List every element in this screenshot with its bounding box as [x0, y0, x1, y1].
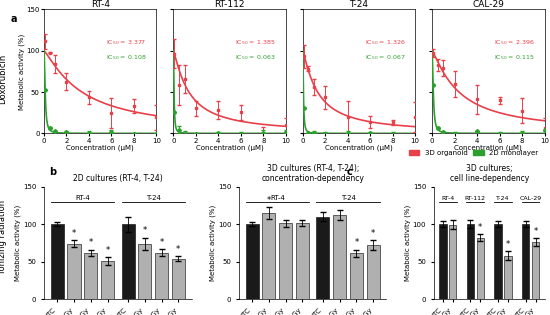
Text: RT-4: RT-4 [270, 195, 285, 201]
Bar [262, 213, 276, 299]
Bar [494, 224, 502, 299]
Bar [316, 217, 329, 299]
Bar [68, 244, 80, 299]
Bar [532, 242, 539, 299]
Text: *: * [267, 196, 271, 205]
Text: *: * [176, 245, 180, 254]
Text: Doxorubicin: Doxorubicin [0, 54, 7, 104]
Bar [350, 254, 363, 299]
X-axis label: Concentration (μM): Concentration (μM) [325, 145, 393, 152]
Text: *: * [142, 226, 147, 235]
Text: RT-4: RT-4 [75, 195, 90, 201]
Text: IC$_{50}$ = 2.396: IC$_{50}$ = 2.396 [494, 38, 535, 47]
Text: *: * [371, 229, 376, 238]
Bar [101, 261, 114, 299]
X-axis label: Concentration (μM): Concentration (μM) [454, 145, 522, 152]
Text: *: * [72, 229, 76, 238]
Title: CAL-29: CAL-29 [472, 0, 504, 9]
Text: T-24: T-24 [146, 195, 161, 201]
Text: *: * [354, 238, 359, 247]
Bar [367, 245, 380, 299]
Y-axis label: Metabolic activity (%): Metabolic activity (%) [15, 205, 21, 281]
X-axis label: Concentration (μM): Concentration (μM) [67, 145, 134, 152]
Bar [246, 224, 258, 299]
Text: IC$_{50}$ = 0.108: IC$_{50}$ = 0.108 [106, 53, 146, 62]
X-axis label: Concentration (μM): Concentration (μM) [196, 145, 263, 152]
Text: *: * [106, 246, 109, 255]
Text: b: b [50, 167, 57, 177]
Text: IC$_{50}$ = 1.326: IC$_{50}$ = 1.326 [365, 38, 405, 47]
Text: IC$_{50}$ = 1.385: IC$_{50}$ = 1.385 [235, 38, 276, 47]
Title: 2D cultures (RT-4, T-24): 2D cultures (RT-4, T-24) [73, 174, 163, 183]
Bar [449, 225, 456, 299]
Bar [172, 259, 185, 299]
Bar [279, 223, 292, 299]
Text: RT-4: RT-4 [441, 196, 454, 201]
Bar [522, 224, 530, 299]
Title: 3D cultures;
cell line-dependency: 3D cultures; cell line-dependency [449, 163, 529, 183]
Text: T-24: T-24 [496, 196, 510, 201]
Text: IC$_{50}$ = 0.063: IC$_{50}$ = 0.063 [235, 53, 276, 62]
Bar [333, 215, 346, 299]
Text: *: * [534, 227, 538, 236]
Bar [155, 253, 168, 299]
Text: IC$_{50}$ = 0.115: IC$_{50}$ = 0.115 [494, 53, 535, 62]
Bar [439, 224, 447, 299]
Text: *: * [506, 240, 510, 249]
Y-axis label: Metabolic activity (%): Metabolic activity (%) [19, 33, 25, 110]
Text: *: * [160, 238, 164, 247]
Title: RT-4: RT-4 [91, 0, 110, 9]
Text: CAL-29: CAL-29 [519, 196, 542, 201]
Bar [84, 253, 97, 299]
Text: IC$_{50}$ = 0.067: IC$_{50}$ = 0.067 [365, 53, 405, 62]
Bar [504, 256, 512, 299]
Y-axis label: Metabolic activity (%): Metabolic activity (%) [210, 205, 216, 281]
Title: 3D cultures (RT-4, T-24);
concentration-dependency: 3D cultures (RT-4, T-24); concentration-… [261, 163, 364, 183]
Text: T-24: T-24 [340, 195, 355, 201]
Text: Ionizing radiation: Ionizing radiation [0, 200, 7, 273]
Y-axis label: Metabolic activity (%): Metabolic activity (%) [405, 205, 411, 281]
Text: *: * [89, 238, 93, 247]
Bar [466, 224, 474, 299]
Bar [476, 238, 484, 299]
Text: RT-112: RT-112 [465, 196, 486, 201]
Bar [138, 244, 151, 299]
Legend: 3D organoid, 2D monolayer: 3D organoid, 2D monolayer [406, 147, 541, 159]
Title: T-24: T-24 [349, 0, 368, 9]
Text: *: * [478, 223, 482, 232]
Bar [122, 224, 135, 299]
Bar [296, 223, 309, 299]
Text: c: c [346, 167, 352, 177]
Text: a: a [11, 14, 18, 24]
Bar [51, 224, 64, 299]
Text: IC$_{50}$ = 3.377: IC$_{50}$ = 3.377 [106, 38, 146, 47]
Title: RT-112: RT-112 [214, 0, 245, 9]
